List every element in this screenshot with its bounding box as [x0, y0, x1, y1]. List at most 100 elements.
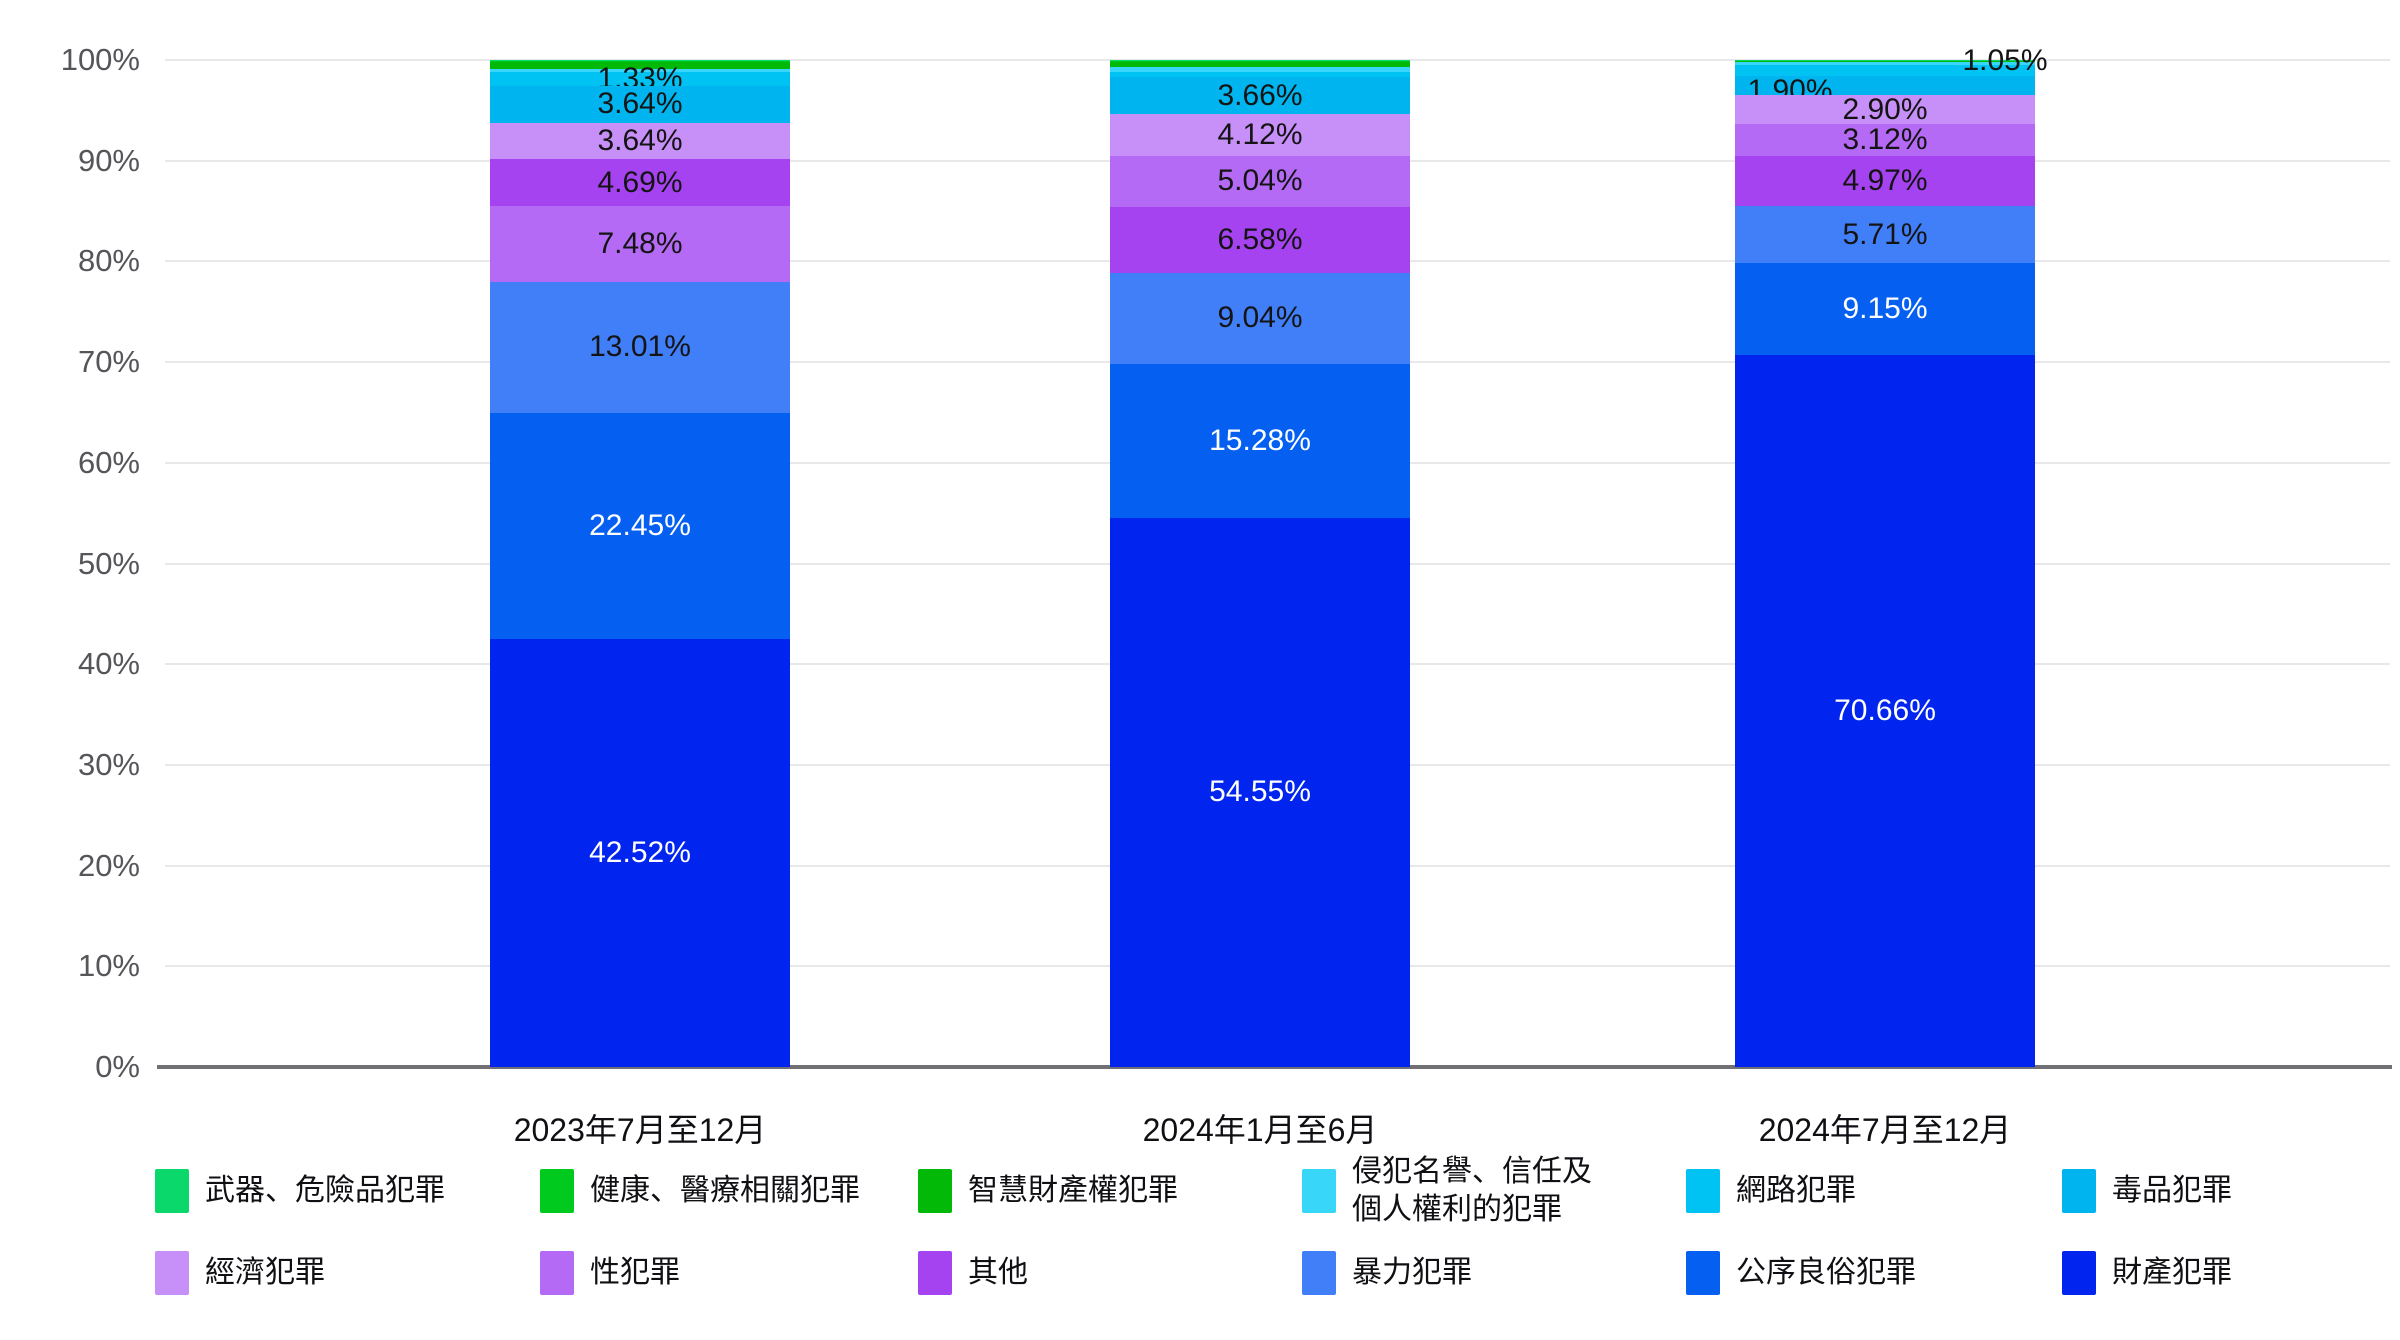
bar-segment[interactable] — [1735, 61, 2035, 62]
bar-segment[interactable] — [490, 86, 790, 123]
segment-value-label: 70.66% — [1834, 694, 1936, 727]
segment-value-label: 3.12% — [1842, 123, 1928, 156]
bar-segment[interactable] — [1110, 364, 1410, 518]
segment-value-label: 6.58% — [1217, 223, 1303, 256]
segment-value-label: 15.28% — [1209, 424, 1311, 457]
segment-value-label: 9.04% — [1217, 301, 1303, 334]
legend-swatch-icon — [2062, 1251, 2096, 1295]
bar-segment[interactable] — [1735, 95, 2035, 124]
x-axis-line — [157, 1065, 2392, 1069]
legend-swatch-icon — [540, 1251, 574, 1295]
y-axis-tick-label: 90% — [77, 143, 140, 178]
bar-segment[interactable] — [490, 72, 790, 86]
segment-value-label: 4.12% — [1217, 118, 1303, 151]
legend-label: 財產犯罪 — [2112, 1256, 2232, 1289]
y-axis-tick-label: 20% — [77, 848, 140, 883]
y-axis-tick-label: 60% — [77, 445, 140, 480]
legend-label: 公序良俗犯罪 — [1736, 1256, 1916, 1289]
y-axis-tick-label: 0% — [95, 1049, 140, 1084]
legend-label: 武器、危險品犯罪 — [205, 1174, 445, 1207]
bar-segment[interactable] — [490, 123, 790, 159]
segment-value-label: 3.64% — [597, 87, 683, 120]
y-axis-tick-label: 70% — [77, 344, 140, 379]
bar-segment[interactable] — [1735, 60, 2035, 61]
legend-item[interactable]: 財產犯罪 — [2062, 1232, 2232, 1314]
legend-item[interactable]: 健康、醫療相關犯罪 — [540, 1150, 860, 1232]
segment-value-label: 5.71% — [1842, 218, 1928, 251]
bar-segment[interactable] — [490, 413, 790, 639]
x-axis-label: 2023年7月至12月 — [513, 1112, 767, 1148]
x-axis-label: 2024年1月至6月 — [1142, 1112, 1378, 1148]
segment-value-label: 3.66% — [1217, 79, 1303, 112]
bar-segment[interactable] — [1735, 156, 2035, 206]
legend-item[interactable]: 侵犯名譽、信任及 個人權利的犯罪 — [1302, 1150, 1592, 1232]
legend-item[interactable]: 性犯罪 — [540, 1232, 680, 1314]
legend-label: 侵犯名譽、信任及 個人權利的犯罪 — [1352, 1155, 1592, 1226]
legend-label: 其他 — [968, 1256, 1028, 1289]
bar-segment[interactable] — [1110, 61, 1410, 62]
bar-segment[interactable] — [1110, 72, 1410, 77]
bar-segment[interactable] — [490, 61, 790, 62]
bar-segment[interactable] — [490, 639, 790, 1067]
legend-label: 暴力犯罪 — [1352, 1256, 1472, 1289]
y-axis-tick-label: 30% — [77, 747, 140, 782]
bar-segment[interactable] — [1110, 518, 1410, 1067]
segment-value-label: 9.15% — [1842, 292, 1928, 325]
bar-segment[interactable] — [1110, 60, 1410, 61]
legend-item[interactable]: 公序良俗犯罪 — [1686, 1232, 1916, 1314]
bar-segment[interactable] — [1110, 67, 1410, 72]
legend-label: 性犯罪 — [590, 1256, 680, 1289]
y-axis-tick-label: 40% — [77, 646, 140, 681]
legend-swatch-icon — [155, 1169, 189, 1213]
legend-item[interactable]: 經濟犯罪 — [155, 1232, 325, 1314]
bar-segment[interactable] — [490, 69, 790, 72]
legend-swatch-icon — [918, 1169, 952, 1213]
segment-value-label: 4.97% — [1842, 164, 1928, 197]
segment-value-label: 4.69% — [597, 166, 683, 199]
segment-value-label: 5.04% — [1217, 164, 1303, 197]
bar-segment[interactable] — [490, 206, 790, 282]
bar-segment[interactable] — [1110, 156, 1410, 207]
segment-value-label: 13.01% — [589, 330, 691, 363]
y-axis-tick-label: 50% — [77, 546, 140, 581]
bar-segment[interactable] — [1110, 77, 1410, 114]
bar-segment[interactable] — [1110, 207, 1410, 273]
bar-segment[interactable] — [1110, 273, 1410, 364]
bar-segment[interactable] — [1735, 76, 2035, 95]
legend-item[interactable]: 暴力犯罪 — [1302, 1232, 1472, 1314]
legend-item[interactable]: 網路犯罪 — [1686, 1150, 1856, 1232]
legend-swatch-icon — [1302, 1251, 1336, 1295]
bar-segment[interactable] — [490, 62, 790, 69]
bar-segment[interactable] — [1735, 355, 2035, 1067]
legend-item[interactable]: 其他 — [918, 1232, 1028, 1314]
segment-value-label: 22.45% — [589, 509, 691, 542]
segment-value-label: 42.52% — [589, 836, 691, 869]
y-axis-tick-label: 10% — [77, 948, 140, 983]
bar-segment[interactable] — [490, 159, 790, 206]
bar-segment[interactable] — [1735, 124, 2035, 156]
bar-segment[interactable] — [1735, 263, 2035, 355]
bar-segment[interactable] — [1735, 65, 2035, 76]
legend-label: 智慧財產權犯罪 — [968, 1174, 1178, 1207]
legend-swatch-icon — [1686, 1251, 1720, 1295]
x-axis-label: 2024年7月至12月 — [1758, 1112, 2012, 1148]
legend-swatch-icon — [918, 1251, 952, 1295]
segment-value-label: 2.90% — [1842, 93, 1928, 126]
legend-item[interactable]: 智慧財產權犯罪 — [918, 1150, 1178, 1232]
legend-item[interactable]: 武器、危險品犯罪 — [155, 1150, 445, 1232]
bar-segment[interactable] — [490, 282, 790, 413]
bar-segment[interactable] — [1110, 114, 1410, 156]
bar-segment[interactable] — [1735, 62, 2035, 65]
legend-label: 健康、醫療相關犯罪 — [590, 1174, 860, 1207]
legend-swatch-icon — [2062, 1169, 2096, 1213]
legend-swatch-icon — [155, 1251, 189, 1295]
bar-segment[interactable] — [1110, 62, 1410, 67]
legend-label: 毒品犯罪 — [2112, 1174, 2232, 1207]
legend-item[interactable]: 毒品犯罪 — [2062, 1150, 2232, 1232]
bar-segment[interactable] — [1735, 206, 2035, 263]
legend-swatch-icon — [540, 1169, 574, 1213]
segment-value-label: 54.55% — [1209, 775, 1311, 808]
segment-value-label: 7.48% — [597, 227, 683, 260]
bar-segment[interactable] — [490, 60, 790, 61]
